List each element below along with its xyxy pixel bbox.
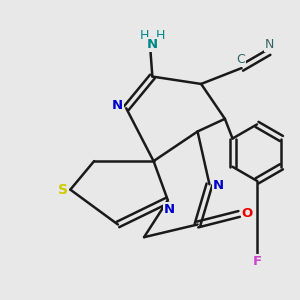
Text: H: H [140,29,149,42]
Text: N: N [112,99,123,112]
Text: S: S [58,183,68,196]
Text: N: N [164,202,175,216]
Text: H: H [156,29,165,42]
Text: N: N [146,38,158,51]
Text: C: C [237,53,245,66]
Text: O: O [242,207,253,220]
Text: F: F [252,255,262,268]
Text: N: N [213,179,224,192]
Text: N: N [265,38,274,51]
